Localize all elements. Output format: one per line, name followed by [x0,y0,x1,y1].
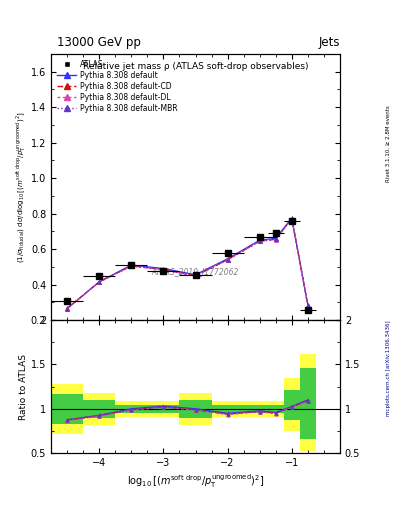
Text: Relative jet mass ρ (ATLAS soft-drop observables): Relative jet mass ρ (ATLAS soft-drop obs… [83,62,308,71]
Text: mcplots.cern.ch [arXiv:1306.3436]: mcplots.cern.ch [arXiv:1306.3436] [386,321,391,416]
X-axis label: $\log_{10}[(m^{\mathrm{soft\ drop}}/p_\mathrm{T}^{\mathrm{ungroomed}})^2]$: $\log_{10}[(m^{\mathrm{soft\ drop}}/p_\m… [127,472,264,490]
Text: ATLAS_2019_I1772062: ATLAS_2019_I1772062 [152,268,239,276]
Y-axis label: Ratio to ATLAS: Ratio to ATLAS [19,354,28,419]
Legend: ATLAS, Pythia 8.308 default, Pythia 8.308 default-CD, Pythia 8.308 default-DL, P: ATLAS, Pythia 8.308 default, Pythia 8.30… [55,57,180,115]
Text: Rivet 3.1.10, ≥ 2.8M events: Rivet 3.1.10, ≥ 2.8M events [386,105,391,182]
Text: Jets: Jets [318,36,340,49]
Text: 13000 GeV pp: 13000 GeV pp [57,36,141,49]
Y-axis label: $(1/\sigma_{\mathrm{fiducial}})\ \mathrm{d}\sigma/\mathrm{d}\log_{10}[(m^{\mathr: $(1/\sigma_{\mathrm{fiducial}})\ \mathrm… [15,111,28,263]
